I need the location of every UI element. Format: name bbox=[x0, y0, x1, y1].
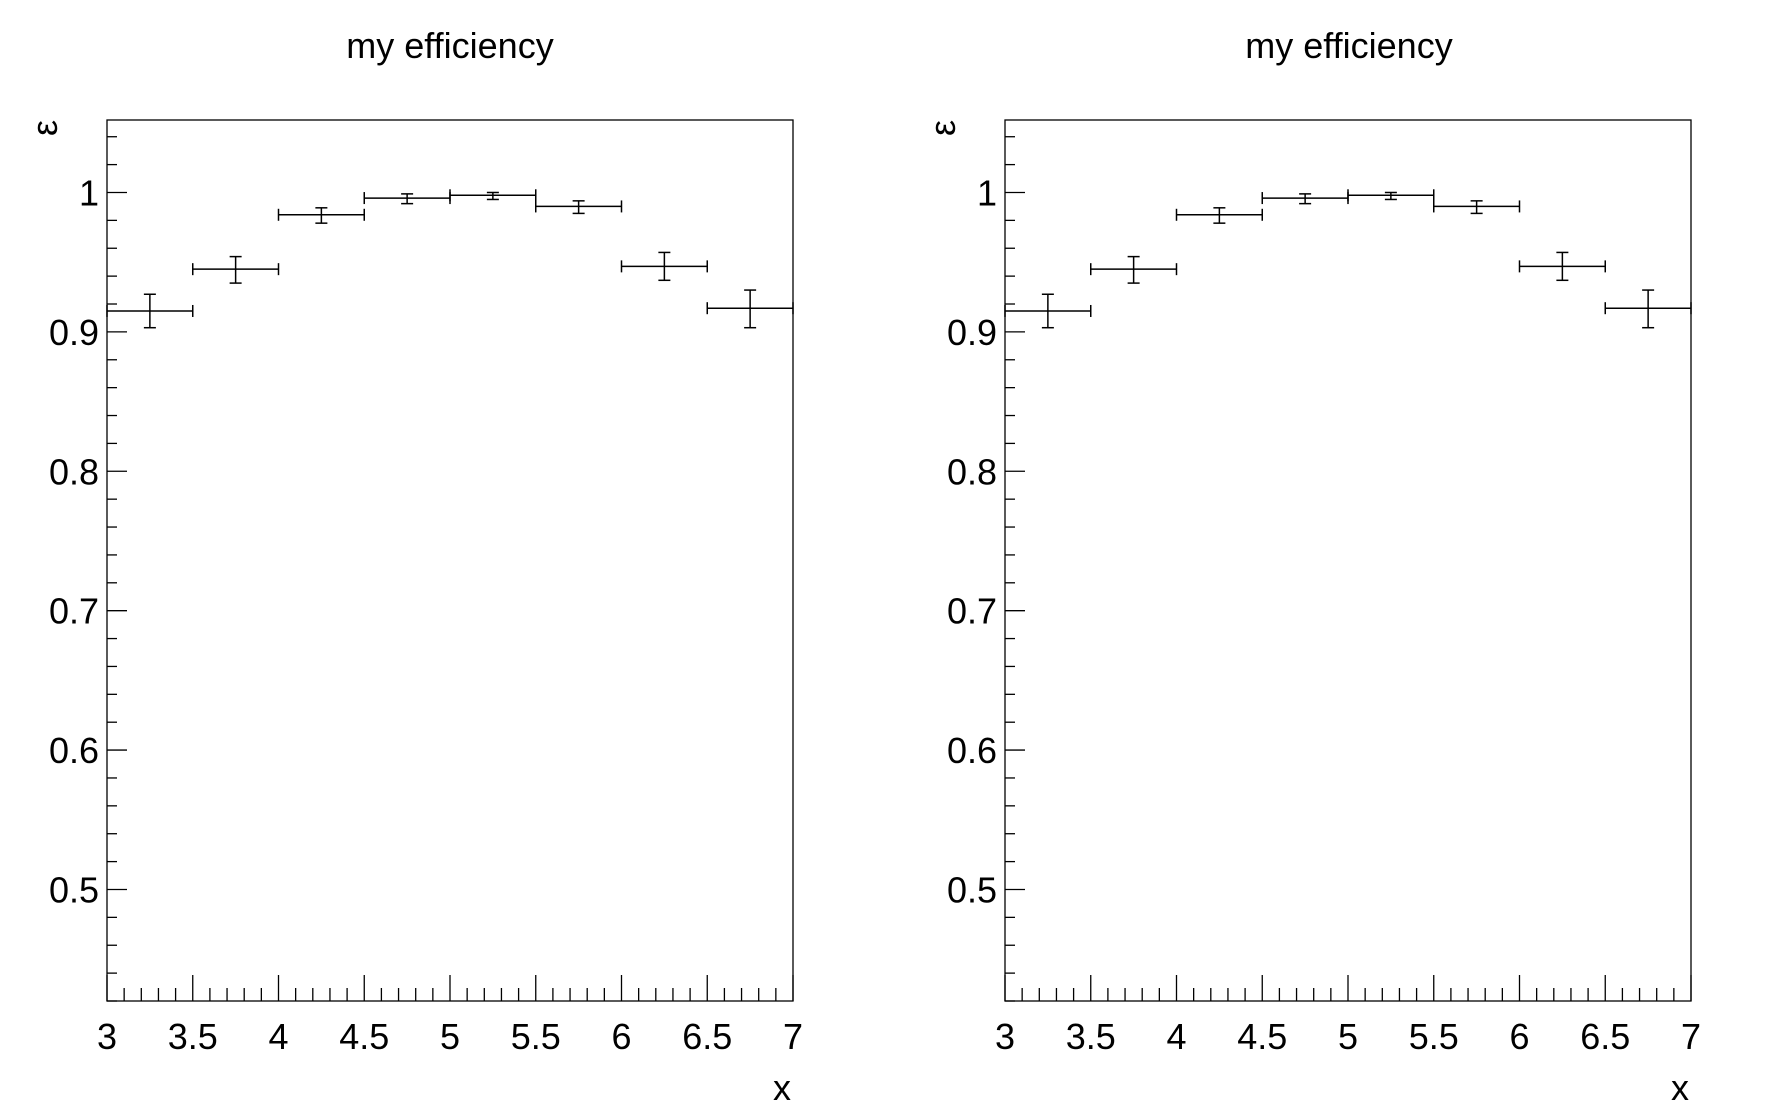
right-data-point-1 bbox=[1004, 293, 1092, 329]
right-x-tick-label-6: 6 bbox=[1509, 1016, 1529, 1057]
right-y-tick-label-0-7: 0.7 bbox=[947, 591, 997, 632]
left-data-point-8 bbox=[706, 289, 794, 329]
left-data-point-4 bbox=[363, 192, 451, 205]
right-y-tick-label-0-9: 0.9 bbox=[947, 312, 997, 353]
right-x-tick-label-3: 3 bbox=[995, 1016, 1015, 1057]
left-x-axis-label: x bbox=[773, 1067, 791, 1108]
right-x-tick-label-7: 7 bbox=[1681, 1016, 1701, 1057]
left-x-tick-label-7: 7 bbox=[783, 1016, 803, 1057]
right-x-tick-label-4-5: 4.5 bbox=[1237, 1016, 1287, 1057]
right-x-tick-label-6-5: 6.5 bbox=[1580, 1016, 1630, 1057]
right-x-tick-label-5: 5 bbox=[1338, 1016, 1358, 1057]
left-data-points bbox=[106, 189, 794, 329]
right-y-tick-label-0-5: 0.5 bbox=[947, 869, 997, 910]
left-chart-title: my efficiency bbox=[346, 25, 553, 66]
right-x-tick-label-5-5: 5.5 bbox=[1409, 1016, 1459, 1057]
right-data-points bbox=[1004, 189, 1692, 329]
right-data-point-5 bbox=[1347, 189, 1435, 202]
right-chart-title: my efficiency bbox=[1245, 25, 1452, 66]
right-y-tick-label-0-6: 0.6 bbox=[947, 730, 997, 771]
right-data-point-6 bbox=[1433, 200, 1521, 215]
right-data-point-2 bbox=[1090, 255, 1178, 284]
left-data-point-7 bbox=[620, 251, 708, 282]
left-data-point-5 bbox=[449, 189, 537, 202]
right-y-tick-label-0-8: 0.8 bbox=[947, 451, 997, 492]
left-data-point-6 bbox=[535, 200, 623, 215]
left-y-axis-label: ε bbox=[24, 120, 65, 136]
right-x-tick-label-3-5: 3.5 bbox=[1066, 1016, 1116, 1057]
left-x-tick-label-6-5: 6.5 bbox=[682, 1016, 732, 1057]
right-x-tick-label-4: 4 bbox=[1166, 1016, 1186, 1057]
left-x-tick-label-5: 5 bbox=[440, 1016, 460, 1057]
left-x-tick-label-4-5: 4.5 bbox=[339, 1016, 389, 1057]
left-data-point-3 bbox=[277, 207, 365, 224]
left-x-tick-label-6: 6 bbox=[611, 1016, 631, 1057]
right-y-tick-label-1: 1 bbox=[977, 172, 997, 213]
left-data-point-2 bbox=[192, 255, 280, 284]
left-ticks bbox=[106, 136, 794, 1002]
left-y-tick-label-0-7: 0.7 bbox=[49, 591, 99, 632]
left-x-tick-label-3: 3 bbox=[97, 1016, 117, 1057]
left-y-tick-label-1: 1 bbox=[79, 172, 99, 213]
left-y-tick-label-0-5: 0.5 bbox=[49, 869, 99, 910]
left-x-tick-label-5-5: 5.5 bbox=[511, 1016, 561, 1057]
right-x-axis-label: x bbox=[1671, 1067, 1689, 1108]
right-ticks bbox=[1004, 136, 1692, 1002]
left-tick-labels: 3 3.5 4 4.5 5 5.5 6 6.5 7 0.5 0.6 0.7 0.8 0.9 1 bbox=[49, 172, 803, 1057]
right-tick-labels: 3 3.5 4 4.5 5 5.5 6 6.5 7 0.5 0.6 0.7 0.8 0.9 1 bbox=[947, 172, 1701, 1057]
left-y-tick-label-0-6: 0.6 bbox=[49, 730, 99, 771]
right-plot-frame bbox=[1004, 119, 1692, 1002]
right-data-point-4 bbox=[1261, 192, 1349, 205]
left-data-point-1 bbox=[106, 293, 194, 329]
left-plot-frame bbox=[106, 119, 794, 1002]
right-efficiency-panel: my efficiency 3 3.5 4 4.5 5 5.5 6 6.5 7 0.5 0.6 0.7… bbox=[922, 25, 1701, 1108]
right-data-point-3 bbox=[1175, 207, 1263, 224]
left-y-tick-label-0-9: 0.9 bbox=[49, 312, 99, 353]
left-efficiency-panel: my efficiency 3 3.5 4 4.5 5 5.5 6 6.5 7 0.5 0.6 0.7… bbox=[24, 25, 803, 1108]
right-data-point-8 bbox=[1604, 289, 1692, 329]
right-y-axis-label: ε bbox=[922, 120, 963, 136]
right-data-point-7 bbox=[1518, 251, 1606, 282]
left-y-tick-label-0-8: 0.8 bbox=[49, 451, 99, 492]
left-x-tick-label-4: 4 bbox=[268, 1016, 288, 1057]
left-x-tick-label-3-5: 3.5 bbox=[168, 1016, 218, 1057]
